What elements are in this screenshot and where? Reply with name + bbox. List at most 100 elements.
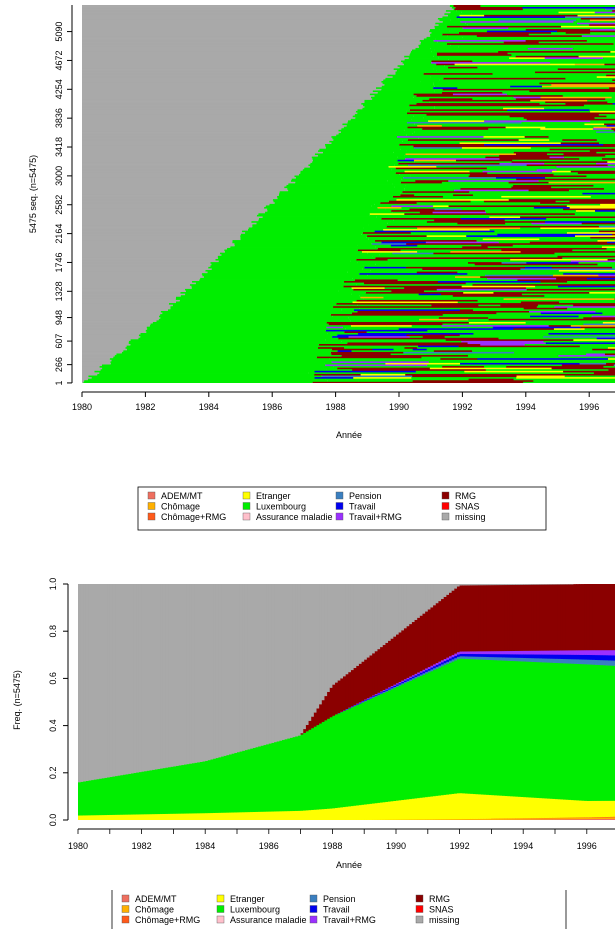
state-cell (579, 345, 615, 348)
sequence-row (82, 305, 615, 308)
state-cell (404, 154, 500, 157)
sequence-row (82, 179, 615, 182)
state-cell (431, 31, 459, 34)
state-cell (82, 367, 103, 370)
state-cell (448, 179, 539, 182)
state-cell (404, 55, 434, 58)
sequence-row (82, 86, 615, 89)
state-cell (347, 342, 468, 345)
sequence-row (82, 167, 615, 170)
sequence-row (82, 345, 615, 348)
state-cell (437, 41, 505, 44)
state-cell (314, 370, 417, 373)
sequence-row (82, 378, 615, 381)
state-cell (570, 260, 615, 263)
area-segment (340, 807, 344, 820)
state-cell (400, 194, 415, 196)
state-cell (82, 107, 363, 110)
state-cell (483, 223, 599, 226)
state-cell (341, 340, 462, 343)
state-cell (453, 5, 481, 7)
state-cell (326, 326, 344, 329)
sequence-row (82, 140, 615, 143)
state-cell (400, 192, 488, 195)
state-cell (82, 44, 419, 47)
x-tick-label: 1988 (326, 402, 346, 412)
area-segment (80, 584, 84, 782)
state-cell (442, 20, 461, 23)
state-cell (477, 299, 588, 302)
area-segment (369, 697, 373, 699)
state-cell (352, 115, 414, 118)
state-cell (290, 179, 388, 182)
state-cell (82, 99, 365, 102)
state-cell (560, 142, 600, 144)
area-segment (255, 746, 259, 812)
state-cell (398, 327, 514, 330)
state-cell (452, 50, 499, 53)
state-cell (546, 77, 566, 80)
state-cell (397, 135, 484, 138)
state-cell (406, 334, 460, 337)
state-cell (82, 132, 339, 135)
state-cell (82, 146, 326, 149)
state-cell (258, 219, 394, 222)
state-cell (445, 9, 457, 12)
area-segment (380, 646, 384, 692)
area-segment (96, 584, 100, 780)
state-cell (417, 250, 451, 253)
state-cell (469, 170, 483, 173)
state-cell (606, 80, 615, 83)
state-cell (269, 203, 375, 206)
state-cell (608, 368, 615, 371)
state-cell (82, 134, 337, 137)
state-cell (397, 64, 445, 67)
area-segment (184, 813, 188, 820)
sequence-row (82, 186, 615, 189)
state-cell (284, 186, 395, 189)
state-cell (391, 205, 434, 207)
state-cell (332, 137, 419, 140)
state-cell (506, 93, 571, 96)
state-cell (405, 373, 499, 376)
area-segment (380, 802, 384, 820)
state-cell (513, 38, 609, 41)
state-cell (82, 190, 280, 193)
state-cell (401, 206, 434, 209)
state-cell (413, 96, 489, 99)
sequence-row (82, 280, 615, 283)
sequence-row (82, 220, 615, 223)
state-cell (565, 31, 591, 34)
state-cell (327, 379, 359, 382)
state-cell (433, 238, 484, 241)
state-cell (577, 14, 615, 17)
state-cell (455, 307, 524, 310)
area-segment (157, 768, 161, 815)
state-cell (596, 75, 615, 78)
state-cell (427, 236, 469, 239)
sequence-row (82, 119, 615, 122)
sequence-row (82, 83, 615, 86)
state-cell (589, 291, 615, 294)
state-cell (460, 299, 478, 302)
state-cell (429, 28, 440, 31)
sequence-row (82, 129, 615, 132)
state-cell (312, 159, 398, 162)
area-segment (284, 810, 288, 820)
sequence-row (82, 184, 615, 187)
area-segment (380, 693, 384, 803)
state-cell (369, 93, 414, 96)
area-segment (99, 778, 103, 816)
area-segment (290, 584, 294, 738)
state-cell (455, 159, 513, 162)
state-cell (526, 118, 615, 121)
area-segment (385, 690, 389, 692)
state-cell (606, 362, 615, 365)
x-tick-label: 1990 (389, 402, 409, 412)
sequence-row (82, 236, 615, 239)
state-cell (577, 22, 615, 25)
state-cell (468, 175, 587, 178)
sequence-row (82, 321, 615, 324)
state-cell (399, 143, 485, 146)
sequence-row (82, 153, 615, 156)
